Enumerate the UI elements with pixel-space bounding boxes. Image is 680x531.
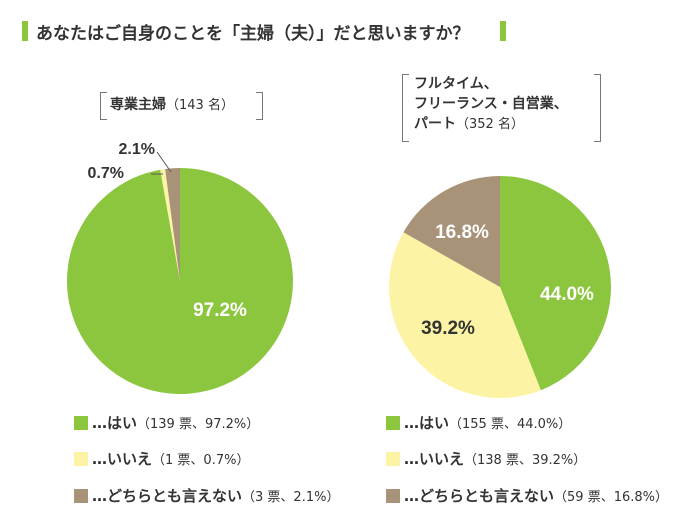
pie1-slice-no [160, 168, 180, 281]
pie2-slice-yes [500, 176, 612, 391]
legend2-swatch-no [386, 452, 400, 466]
pie1-callout-neutral [156, 151, 172, 173]
legend2-swatch-neutral [386, 489, 400, 503]
legend1-label: …いいえ [92, 450, 153, 468]
group2-bracket-left [402, 74, 409, 142]
group2-bracket-right [594, 74, 601, 142]
pie1-data-label-neutral: 2.1% [119, 141, 155, 158]
legend1-swatch-no [74, 452, 88, 466]
group2-label: フルタイム、 フリーランス・自営業、 パート（352 名） [414, 74, 568, 135]
pie2-data-label-neutral: 16.8% [435, 222, 489, 243]
pie2-slice-neutral [403, 176, 500, 287]
group2-label-line: フリーランス・自営業、 [414, 96, 568, 112]
legend2-detail: （155 票、44.0%） [449, 417, 572, 432]
legend1-item-no: …いいえ（1 票、0.7%） [74, 448, 249, 469]
group2-label-line: パート [414, 116, 456, 132]
title-row: あなたはご自身のことを「主婦（夫）」だと思いますか？ [22, 18, 662, 44]
legend2-item-yes: …はい（155 票、44.0%） [386, 412, 571, 433]
legend2-item-no: …いいえ（138 票、39.2%） [386, 448, 586, 469]
legend2-detail: （59 票、16.8%） [554, 490, 668, 505]
legend2-label: …どちらとも言えない [404, 487, 555, 505]
legend2-swatch-yes [386, 416, 400, 430]
pie1-slice-yes [66, 168, 293, 394]
group2-count: （352 名） [456, 117, 524, 132]
group1-label: 専業主婦（143 名） [110, 95, 234, 116]
legend2-item-neutral: …どちらとも言えない（59 票、16.8%） [386, 485, 668, 506]
group1-count: （143 名） [166, 98, 234, 113]
title-accent-bar-right [500, 21, 506, 41]
page-title: あなたはご自身のことを「主婦（夫）」だと思いますか？ [36, 24, 470, 44]
group1-label-line: 専業主婦 [110, 97, 166, 113]
pie2-data-label-no: 39.2% [421, 318, 475, 339]
legend2-detail: （138 票、39.2%） [464, 453, 587, 468]
pie2-slice-no [388, 232, 541, 399]
group1-bracket-right [256, 92, 263, 120]
pie-chart-2: 44.0% 39.2% 16.8% [388, 176, 612, 399]
legend1-detail: （3 票、2.1%） [242, 490, 340, 505]
legend1-detail: （139 票、97.2%） [137, 417, 260, 432]
pie1-slice-neutral [165, 168, 180, 281]
legend1-label: …どちらとも言えない [92, 487, 243, 505]
group1-bracket-left [100, 92, 107, 120]
group2-label-line: フルタイム、 [414, 76, 498, 92]
pie2-data-label-yes: 44.0% [540, 284, 594, 305]
legend1-item-neutral: …どちらとも言えない（3 票、2.1%） [74, 485, 339, 506]
legend1-swatch-yes [74, 416, 88, 430]
pie1-data-label-yes: 97.2% [193, 300, 247, 321]
pie-chart-1: 97.2% 0.7% 2.1% [66, 141, 293, 394]
title-accent-bar-left [22, 21, 28, 41]
legend1-swatch-neutral [74, 489, 88, 503]
legend1-item-yes: …はい（139 票、97.2%） [74, 412, 259, 433]
legend2-label: …いいえ [404, 450, 465, 468]
legend1-label: …はい [92, 414, 138, 432]
legend1-detail: （1 票、0.7%） [152, 453, 250, 468]
legend2-label: …はい [404, 414, 450, 432]
pie1-data-label-no: 0.7% [88, 165, 124, 182]
